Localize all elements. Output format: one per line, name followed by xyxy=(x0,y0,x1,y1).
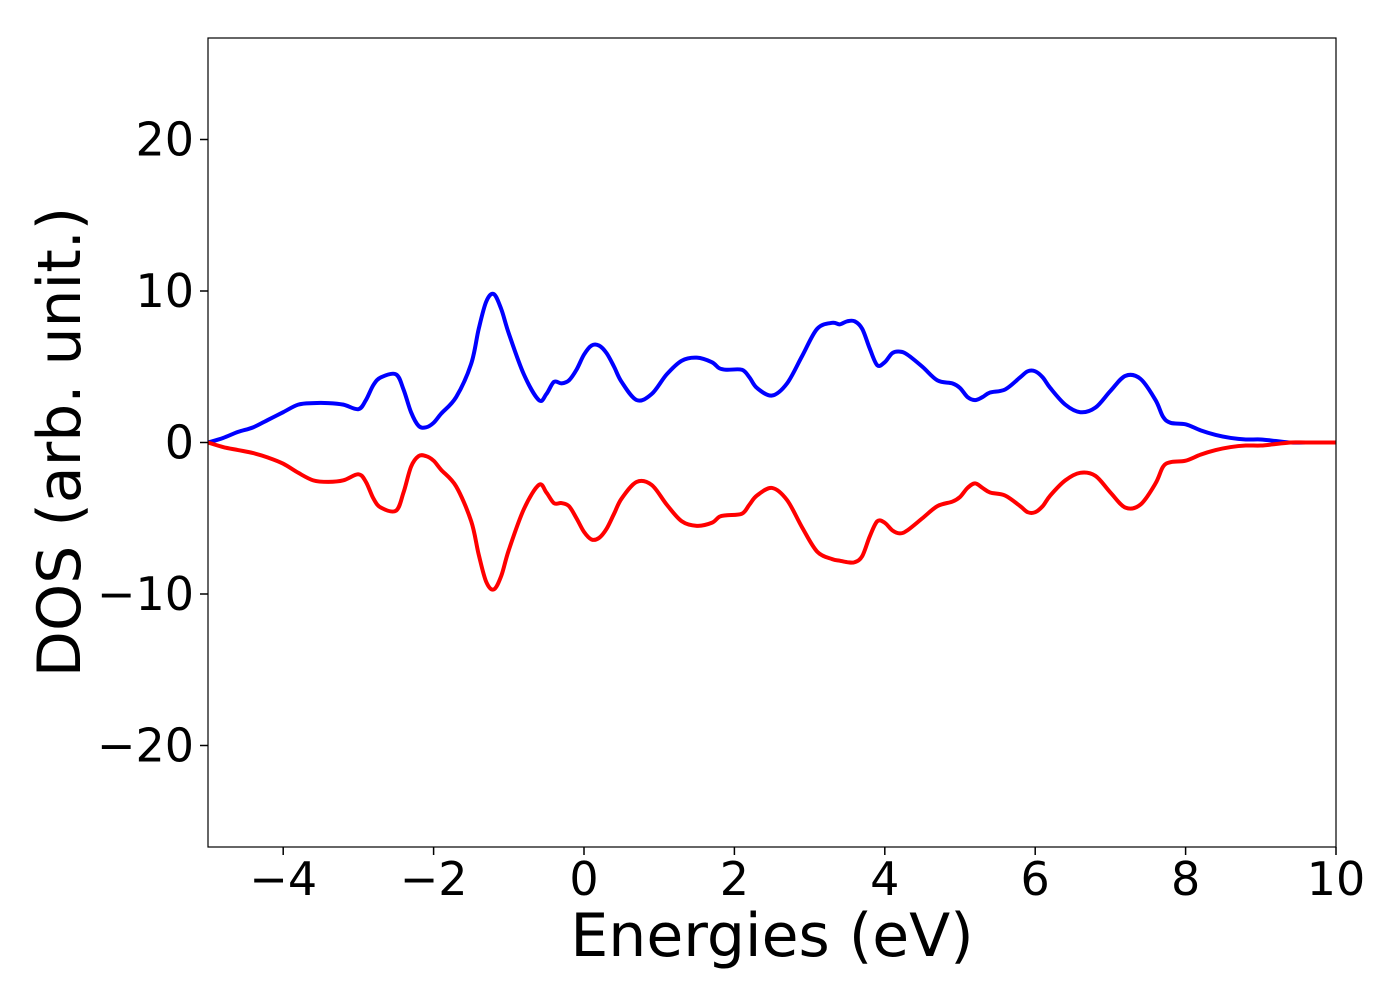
x-tick-label: 0 xyxy=(569,852,598,906)
x-tick-label: 10 xyxy=(1307,852,1366,906)
y-tick-label: 20 xyxy=(135,113,194,167)
plot-area xyxy=(208,38,1336,847)
x-tick-label: 4 xyxy=(870,852,899,906)
x-tick-label: 8 xyxy=(1171,852,1200,906)
y-axis-ticks: −20 −10 0 10 20 xyxy=(97,113,208,772)
spin-down-dos-line xyxy=(208,440,1336,592)
x-tick-label: 2 xyxy=(720,852,749,906)
y-tick-label: 0 xyxy=(165,416,194,470)
x-axis-ticks: −4 −2 0 2 4 6 8 10 xyxy=(249,847,1365,906)
x-tick-label: −2 xyxy=(400,852,468,906)
y-axis-title: DOS (arb. unit.) xyxy=(25,207,95,677)
x-axis-title: Energies (eV) xyxy=(570,901,973,971)
y-tick-label: −10 xyxy=(97,567,194,621)
y-tick-label: 10 xyxy=(135,264,194,318)
y-tick-label: −20 xyxy=(97,718,194,772)
series-layer xyxy=(208,291,1336,592)
x-tick-label: 6 xyxy=(1021,852,1050,906)
spin-up-dos-line xyxy=(208,291,1336,445)
x-tick-label: −4 xyxy=(249,852,317,906)
